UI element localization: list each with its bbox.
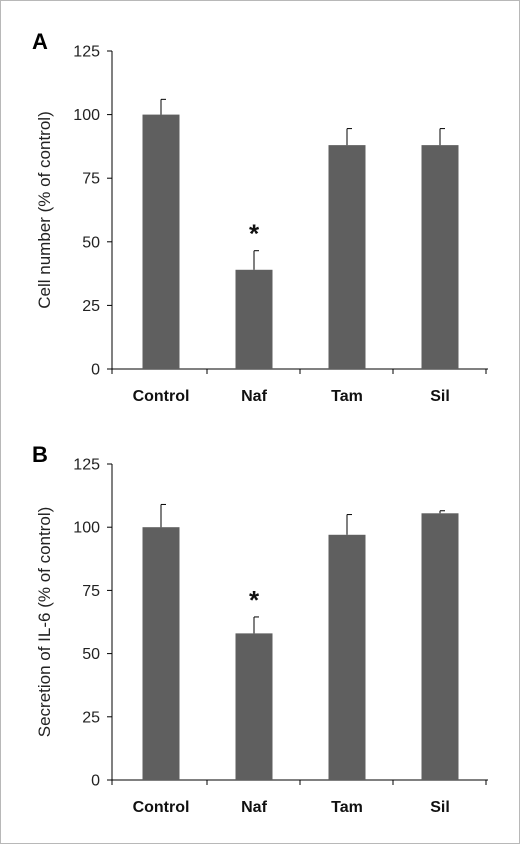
panel-b-chart: B 0 25 50 75 100 125 Secretion of IL-6 (% of co…	[32, 442, 488, 816]
panel-a-y-tick-label: 25	[82, 298, 100, 315]
panel-a-bar-sil	[421, 145, 459, 369]
panel-b-y-axis-title: Secretion of IL-6 (% of control)	[35, 507, 54, 738]
panel-b-y-tick-label: 125	[73, 457, 100, 474]
panel-a-x-tick-label: Sil	[430, 388, 450, 405]
panel-b-bar-naf	[235, 633, 273, 780]
panel-b-y-tick-label: 25	[82, 709, 100, 726]
panel-a-y-tick-label: 125	[73, 44, 100, 61]
panel-a-label: A	[32, 29, 48, 54]
panel-a-x-tick-label: Tam	[331, 388, 363, 405]
panel-a-x-tick-label: Naf	[241, 388, 267, 405]
panel-a-bar-naf	[235, 269, 273, 369]
panel-a-y-tick-label: 100	[73, 107, 100, 124]
panel-b-significance-marker: *	[249, 585, 260, 615]
panel-b-y-tick-label: 100	[73, 520, 100, 537]
panel-b-label: B	[32, 442, 48, 467]
panel-b-bar-sil	[421, 513, 459, 780]
panel-b-x-tick-label: Tam	[331, 799, 363, 816]
panel-a-x-tick-label: Control	[133, 388, 190, 405]
panel-a-y-tick-label: 75	[82, 171, 100, 188]
panel-b-bar-tam	[328, 534, 366, 780]
panel-b-y-tick-label: 50	[82, 646, 100, 663]
panel-a-bar-tam	[328, 145, 366, 369]
panel-a-y-tick-label: 0	[91, 362, 100, 379]
panel-b-x-tick-label: Control	[133, 799, 190, 816]
panel-b-y-tick-label: 0	[91, 773, 100, 790]
panel-b-y-tick-label: 75	[82, 583, 100, 600]
panel-a-significance-marker: *	[249, 219, 260, 249]
panel-a-bar-control	[142, 114, 180, 369]
panel-a-y-tick-label: 50	[82, 234, 100, 251]
panel-b-bar-control	[142, 527, 180, 780]
panel-b-x-tick-label: Naf	[241, 799, 267, 816]
panel-a-y-axis-title: Cell number (% of control)	[35, 111, 54, 308]
panel-a-chart: A 0 25 50 75 100 125 Cell number (% of control)…	[32, 29, 488, 405]
panel-b-x-tick-label: Sil	[430, 799, 450, 816]
